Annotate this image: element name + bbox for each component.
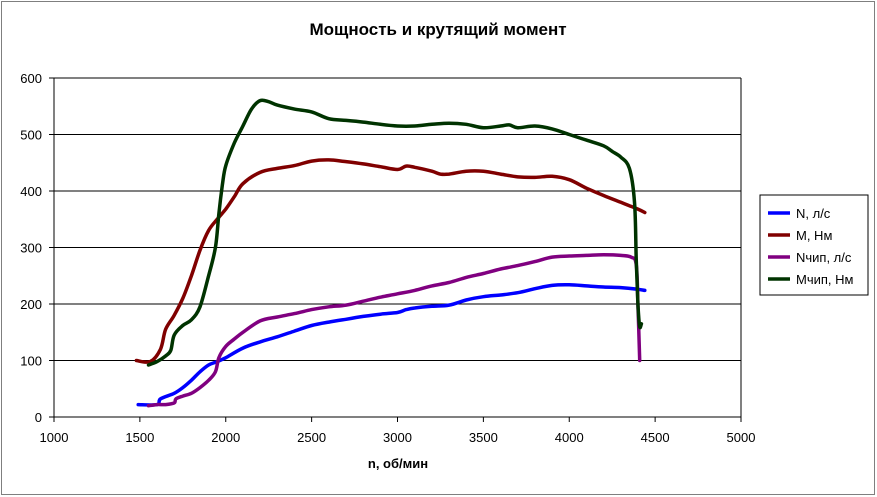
series-line-m (134, 158, 647, 365)
series-line-n (136, 283, 647, 407)
y-tick-label-100: 100 (20, 354, 42, 369)
x-tick-label-2000: 2000 (211, 430, 240, 445)
legend-label-n: N, л/с (796, 206, 831, 221)
y-tick-label-600: 600 (20, 71, 42, 86)
x-tick-label-1000: 1000 (40, 430, 69, 445)
legend-label-n-chip: Nчип, л/с (796, 250, 852, 265)
x-tick-label-3000: 3000 (383, 430, 412, 445)
x-tick-label-1500: 1500 (125, 430, 154, 445)
chart-title: Мощность и крутящий момент (309, 20, 566, 39)
x-tick-label-3500: 3500 (469, 430, 498, 445)
series-line-n-chip (146, 253, 642, 408)
plot-area: 0 100 200 300 400 500 600 1000 1500 2000 2500 3000 3… (20, 71, 755, 445)
legend-label-m: M, Нм (796, 228, 832, 243)
x-tick-label-2500: 2500 (297, 430, 326, 445)
y-tick-label-500: 500 (20, 128, 42, 143)
legend: N, л/с M, Нм Nчип, л/с Mчип, Нм (759, 194, 869, 296)
x-tick-label-4500: 4500 (641, 430, 670, 445)
x-tick-label-5000: 5000 (727, 430, 756, 445)
y-tick-label-400: 400 (20, 184, 42, 199)
x-tick-label-4000: 4000 (555, 430, 584, 445)
y-tick-label-200: 200 (20, 297, 42, 312)
legend-label-m-chip: Mчип, Нм (796, 272, 854, 287)
y-tick-label-300: 300 (20, 241, 42, 256)
y-tick-label-0: 0 (35, 410, 42, 425)
x-axis-title: n, об/мин (368, 456, 428, 471)
series-line-m-chip (146, 98, 644, 367)
